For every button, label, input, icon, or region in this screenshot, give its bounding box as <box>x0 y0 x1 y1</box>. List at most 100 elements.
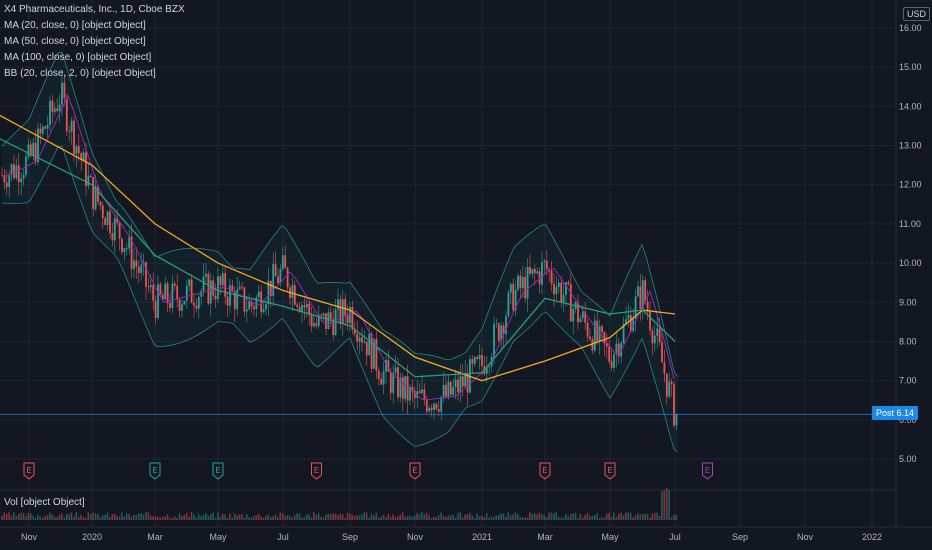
volume-bar <box>401 512 404 520</box>
volume-bar <box>639 514 642 520</box>
volume-bar <box>34 517 37 520</box>
y-tick-label: 16.00 <box>899 23 922 33</box>
volume-bar <box>17 513 20 520</box>
volume-bar <box>526 517 529 520</box>
candle-body <box>123 248 126 253</box>
volume-bar <box>449 515 452 520</box>
legend-ma100[interactable]: MA (100, close, 0) [object Object] <box>4 52 152 63</box>
x-tick-label: Sep <box>342 532 358 542</box>
candle-body <box>238 286 241 290</box>
y-tick-label: 12.00 <box>899 180 922 190</box>
volume-bar <box>421 512 423 520</box>
candle-body <box>1 174 3 176</box>
volume-bar <box>507 512 510 520</box>
volume-bar <box>289 515 291 520</box>
candle-body <box>253 306 255 310</box>
candle-body <box>505 316 507 335</box>
candle-body <box>224 273 227 297</box>
candle-body <box>663 362 666 374</box>
candle-body <box>615 343 618 355</box>
candle-body <box>562 294 565 303</box>
volume-bar <box>58 514 61 520</box>
candle-body <box>370 334 373 369</box>
candle-body <box>274 264 277 277</box>
candle-body <box>423 389 426 401</box>
candle-body <box>553 283 555 295</box>
earnings-marker[interactable]: E <box>604 462 616 480</box>
candle-body <box>188 279 191 286</box>
volume-bar <box>399 514 402 520</box>
candle-body <box>502 325 505 335</box>
candle-body <box>473 356 476 364</box>
earnings-marker[interactable]: E <box>311 462 322 480</box>
candle-body <box>250 301 253 307</box>
candle-body <box>416 391 419 398</box>
volume-bar <box>169 517 171 520</box>
candle-body <box>320 314 323 316</box>
volume-bar <box>634 515 637 520</box>
candle-body <box>257 291 260 298</box>
candle-body <box>298 306 301 312</box>
volume-bar <box>497 514 500 520</box>
earnings-marker[interactable]: E <box>23 462 35 480</box>
candle-body <box>147 286 150 288</box>
earnings-marker[interactable]: E <box>149 462 161 480</box>
candle-body <box>53 108 56 112</box>
candle-body <box>380 379 383 385</box>
volume-bar <box>5 514 8 520</box>
currency-badge[interactable]: USD <box>903 7 931 21</box>
svg-text:E: E <box>705 466 710 475</box>
candle-body <box>617 343 620 357</box>
volume-bar <box>433 517 435 520</box>
candle-body <box>32 142 35 156</box>
legend-bb[interactable]: BB (20, close, 2, 0) [object Object] <box>4 68 156 79</box>
candle-body <box>536 271 539 274</box>
candle-body <box>605 343 608 347</box>
earnings-marker[interactable]: E <box>539 462 551 480</box>
volume-bar <box>435 517 438 520</box>
candle-body <box>214 295 217 300</box>
candle-body <box>639 286 642 309</box>
candle-body <box>586 322 589 337</box>
candle-body <box>171 283 174 308</box>
volume-bar <box>457 513 459 520</box>
volume-bar <box>637 513 639 520</box>
volume-bar <box>377 517 380 520</box>
candle-body <box>337 299 339 310</box>
candle-body <box>128 236 131 249</box>
volume-bar <box>361 513 363 520</box>
volume-bar <box>514 512 517 520</box>
legend-ma50[interactable]: MA (50, close, 0) [object Object] <box>4 36 146 47</box>
volume-legend[interactable]: Vol [object Object] <box>4 497 85 508</box>
volume-bar <box>226 517 229 520</box>
candle-body <box>145 262 147 287</box>
candle-body <box>512 283 515 311</box>
earnings-marker[interactable]: E <box>702 462 713 480</box>
volume-bar <box>205 512 207 520</box>
volume-bar <box>490 516 493 520</box>
volume-bar <box>75 512 78 520</box>
candle-body <box>399 377 402 398</box>
candle-body <box>5 182 8 188</box>
legend-ma20[interactable]: MA (20, close, 0) [object Object] <box>4 20 146 31</box>
volume-bar <box>241 514 243 520</box>
volume-bar <box>579 513 582 520</box>
candle-body <box>406 376 409 401</box>
svg-text:E: E <box>412 466 417 475</box>
earnings-marker[interactable]: E <box>212 462 224 480</box>
candle-body <box>241 286 243 288</box>
candle-body <box>195 305 198 309</box>
volume-bar <box>358 515 361 520</box>
candle-body <box>154 300 157 318</box>
volume-bar <box>543 515 546 520</box>
volume-bar <box>65 513 68 520</box>
volume-bar <box>10 515 13 520</box>
earnings-marker[interactable]: E <box>409 462 421 480</box>
bollinger-lower-line <box>1 145 679 452</box>
volume-bar <box>116 516 118 520</box>
symbol-title[interactable]: X4 Pharmaceuticals, Inc., 1D, Cboe BZX <box>4 4 185 15</box>
volume-bar <box>29 513 32 520</box>
volume-bar <box>370 513 373 520</box>
y-tick-label: 5.00 <box>899 454 917 464</box>
